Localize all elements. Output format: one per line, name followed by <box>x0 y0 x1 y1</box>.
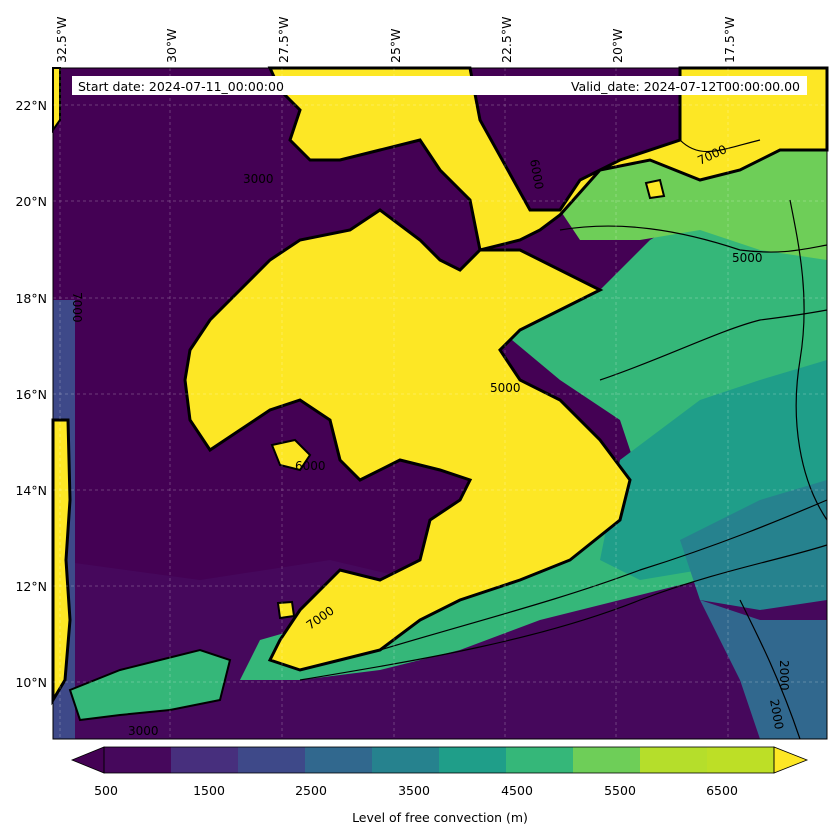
contour-label: 3000 <box>243 172 274 186</box>
contour-label: 2000 <box>767 698 786 731</box>
lat-label: 18°N <box>15 291 47 306</box>
colorbar-segment <box>372 747 440 773</box>
valid-date-text: Valid_date: 2024-07-12T00:00:00.00 <box>571 79 800 94</box>
colorbar-segment <box>305 747 373 773</box>
colorbar-ticks: 500 1500 2500 3500 4500 5500 6500 <box>94 783 738 798</box>
lon-label: 30°W <box>164 28 179 63</box>
field-high-blob-3 <box>644 178 666 200</box>
lat-label: 14°N <box>15 483 47 498</box>
field-mid6-region <box>560 140 827 260</box>
field-mid2-region <box>700 600 827 739</box>
colorbar-segment <box>104 747 172 773</box>
field-high-left-strip <box>51 418 72 706</box>
contour-label: 3000 <box>128 724 159 738</box>
contour-line-4000-south <box>299 544 828 681</box>
colorbar-tick-label: 4500 <box>501 783 533 798</box>
contour-labels: 3000 7000 5000 6000 7000 5000 6000 3000 … <box>70 142 791 738</box>
contour-label: 6000 <box>295 459 326 473</box>
lat-label: 22°N <box>15 98 47 113</box>
colorbar-tick-label: 500 <box>94 783 118 798</box>
colorbar-segment <box>439 747 507 773</box>
colorbar: 500 1500 2500 3500 4500 5500 6500 Level … <box>70 746 809 825</box>
contour-label: 5000 <box>732 251 763 265</box>
lat-labels: 22°N 20°N 18°N 16°N 14°N 12°N 10°N <box>15 98 47 690</box>
colorbar-segment <box>640 747 708 773</box>
colorbar-segment <box>506 747 574 773</box>
colorbar-tick-label: 3500 <box>398 783 430 798</box>
lat-label: 16°N <box>15 387 47 402</box>
field-high-topleft-strip <box>52 67 61 134</box>
contour-label: 7000 <box>70 292 84 323</box>
lat-label: 20°N <box>15 194 47 209</box>
contour-label: 6000 <box>527 158 546 191</box>
contour-line-7000-east <box>679 139 761 153</box>
contour-lines <box>299 139 828 740</box>
colorbar-segments <box>104 747 775 773</box>
field-high-blob-2 <box>276 600 296 620</box>
map-panel: 3000 7000 5000 6000 7000 5000 6000 3000 … <box>51 66 829 740</box>
lon-label: 25°W <box>388 28 403 63</box>
colorbar-tick-label: 2500 <box>295 783 327 798</box>
field-high-region <box>183 66 829 672</box>
colorbar-title: Level of free convection (m) <box>352 810 528 825</box>
colorbar-segment <box>171 747 239 773</box>
lon-label: 22.5°W <box>499 17 514 63</box>
colorbar-segment <box>573 747 641 773</box>
start-date-text: Start date: 2024-07-11_00:00:00 <box>78 79 284 94</box>
contour-label: 2000 <box>777 660 791 691</box>
colorbar-segment <box>238 747 306 773</box>
colorbar-left-arrow <box>70 746 105 774</box>
colorbar-right-arrow <box>773 746 809 774</box>
lat-label: 12°N <box>15 579 47 594</box>
date-header: Start date: 2024-07-11_00:00:00 Valid_da… <box>72 76 807 95</box>
colorbar-segment <box>707 747 775 773</box>
lon-label: 27.5°W <box>276 17 291 63</box>
graticule <box>53 68 827 739</box>
date-header-box <box>72 76 807 95</box>
field-high-blob-1 <box>270 438 312 472</box>
lon-label: 17.5°W <box>722 17 737 63</box>
lon-label: 32.5°W <box>54 17 69 63</box>
contour-line-6000-east <box>599 309 828 381</box>
colorbar-tick-label: 1500 <box>193 783 225 798</box>
lon-labels: 32.5°W 30°W 27.5°W 25°W 22.5°W 20°W 17.5… <box>54 17 737 63</box>
contour-line-coast <box>789 199 828 521</box>
map-border <box>52 67 828 740</box>
colorbar-tick-label: 6500 <box>706 783 738 798</box>
lon-label: 20°W <box>610 28 625 63</box>
field-mid3-region <box>680 480 827 610</box>
colorbar-tick-label: 5500 <box>604 783 636 798</box>
field-mid-bottomleft <box>68 648 232 722</box>
contour-line-2000-se <box>739 599 801 740</box>
colorbar-frame <box>103 746 775 774</box>
contour-label: 5000 <box>490 381 521 395</box>
lat-label: 10°N <box>15 675 47 690</box>
contour-line-5000-south <box>379 499 828 651</box>
